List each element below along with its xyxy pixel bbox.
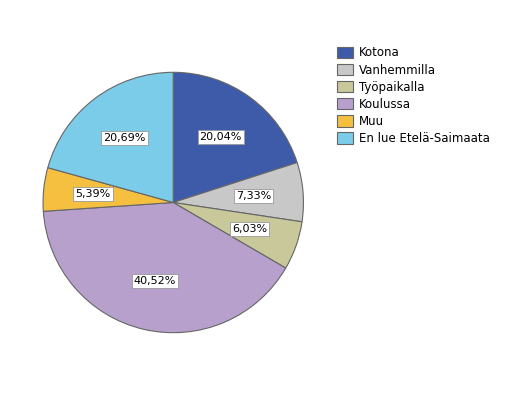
Text: 6,03%: 6,03% [232, 224, 267, 234]
Wedge shape [173, 202, 302, 268]
Wedge shape [48, 72, 173, 202]
Wedge shape [44, 202, 286, 333]
Text: 5,39%: 5,39% [75, 189, 111, 199]
Text: 7,33%: 7,33% [236, 191, 271, 201]
Wedge shape [173, 72, 297, 202]
Text: 20,69%: 20,69% [103, 133, 145, 143]
Text: 20,04%: 20,04% [200, 132, 242, 142]
Wedge shape [173, 162, 303, 222]
Legend: Kotona, Vanhemmilla, Työpaikalla, Koulussa, Muu, En lue Etelä-Saimaata: Kotona, Vanhemmilla, Työpaikalla, Koulus… [337, 47, 490, 145]
Wedge shape [43, 168, 173, 211]
Text: 40,52%: 40,52% [134, 276, 176, 286]
